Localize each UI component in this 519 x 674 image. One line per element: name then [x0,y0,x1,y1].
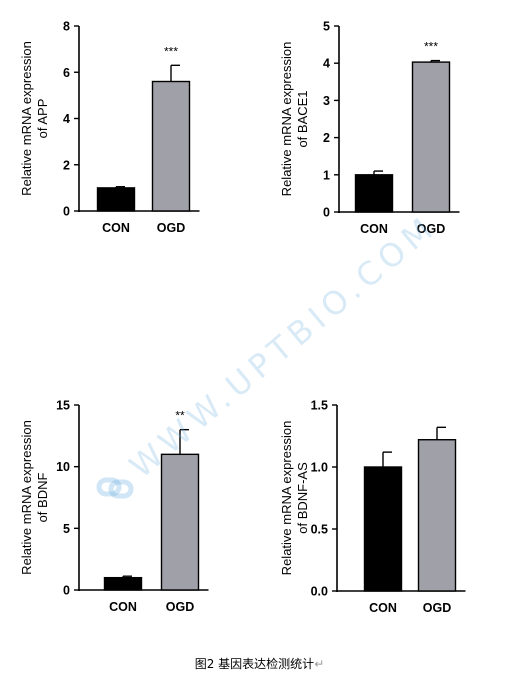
chart-1-significance-label: *** [164,44,178,58]
chart-2-y-axis-label-line-2: of BACE1 [295,90,310,147]
chart-2-bar-con [354,174,394,213]
chart-3-y-axis-label: Relative mRNA expressionof BDNF [19,420,50,575]
chart-3-bar-ogd [160,453,200,591]
chart-3-y-tick-label: 15 [56,399,70,413]
chart-4-bar-ogd [417,439,457,592]
chart-1-category-label: OGD [157,221,185,235]
chart-4-y-tick-label: 0.5 [311,523,328,537]
chart-4-y-axis-label: Relative mRNA expressionof BDNF-AS [279,421,310,576]
figure-caption: 图2 基因表达检测统计↵ [0,655,519,672]
chart-3-y-tick-label: 5 [63,522,70,536]
chart-1-y-tick-label: 8 [63,20,70,34]
chart-2-y-tick-label: 3 [323,94,330,108]
chart-2-y-tick-label: 1 [323,168,330,182]
chart-1-y-axis-label-line-2: of APP [35,99,50,139]
chart-4-y-axis-label-line-2: of BDNF-AS [295,462,310,534]
chart-3-significance-label: ** [175,409,185,423]
chart-1-y-tick-label: 0 [63,205,70,219]
chart-3-y-tick-label: 0 [63,584,70,598]
chart-2-y-tick-label: 4 [323,57,330,71]
chart-3-y-axis-label-line-1: Relative mRNA expression [19,420,34,575]
chart-2-y-axis-label: Relative mRNA expressionof BACE1 [279,42,310,197]
caption-text: 图2 基因表达检测统计 [194,657,315,671]
chart-3-y-axis-label-line-2: of BDNF [35,473,50,523]
chart-2-y-tick-label: 0 [323,206,330,220]
chart-4-category-label: CON [369,601,397,615]
chart-1-y-tick-label: 2 [63,158,70,172]
chart-2-bar-ogd [411,61,451,213]
chart-1-y-tick-label: 4 [63,112,70,126]
chart-4-category-label: OGD [423,601,451,615]
caption-return-mark: ↵ [314,657,325,671]
chart-1-y-tick-label: 6 [63,66,70,80]
chart-3-bar-con [103,576,143,591]
chart-1-bar-ogd [151,80,191,212]
chart-4-y-tick-label: 1.0 [311,461,328,475]
chart-2-significance-label: *** [424,40,438,54]
chart-2-y-tick-label: 5 [323,20,330,34]
chart-3-category-label: CON [109,600,137,614]
chart-2-y-tick-label: 2 [323,131,330,145]
chart-2-category-label: CON [360,222,388,236]
chart-2-y-axis-label-line-1: Relative mRNA expression [279,42,294,197]
chart-1-y-axis-label: Relative mRNA expressionof APP [19,41,50,196]
chain-link-logo-icon [96,477,134,499]
chart-3-category-label: OGD [166,600,194,614]
chart-1-category-label: CON [102,221,130,235]
chart-1-y-axis-label-line-1: Relative mRNA expression [19,41,34,196]
chart-4-y-tick-label: 1.5 [311,399,328,413]
chart-3-y-tick-label: 10 [56,460,70,474]
chart-4-y-axis-label-line-1: Relative mRNA expression [279,421,294,576]
chart-4-bar-con [363,466,403,592]
chart-1-bar-con [96,187,136,212]
chart-2-category-label: OGD [417,222,445,236]
chart-4-y-tick-label: 0.0 [311,585,328,599]
